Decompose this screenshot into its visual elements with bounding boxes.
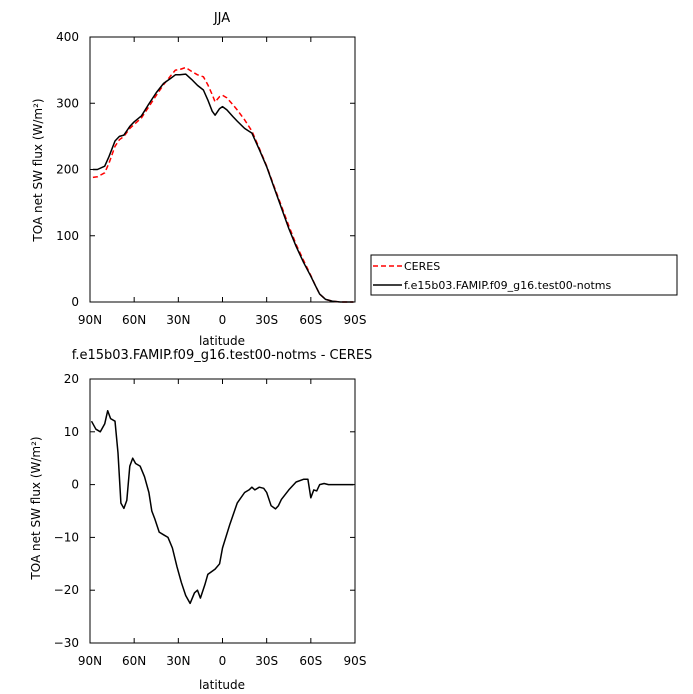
x-tick-label: 60S: [299, 654, 322, 668]
top-panel-xlabel: latitude: [199, 334, 245, 348]
x-tick-label: 0: [219, 313, 227, 327]
x-tick-label: 90N: [78, 654, 102, 668]
series-line-0-1: [92, 73, 354, 303]
bottom-panel-title: f.e15b03.FAMIP.f09_g16.test00-notms - CE…: [72, 348, 373, 363]
y-tick-label: −10: [54, 530, 79, 544]
y-tick-label: 100: [56, 229, 79, 243]
x-tick-label: 60S: [299, 313, 322, 327]
y-tick-label: −20: [54, 583, 79, 597]
y-tick-label: 20: [64, 372, 79, 386]
y-tick-label: 200: [56, 163, 79, 177]
x-tick-label: 30S: [255, 313, 278, 327]
plot-frame: [89, 36, 356, 303]
x-tick-label: 30N: [166, 313, 190, 327]
x-tick-label: 60N: [122, 654, 146, 668]
plot-frame: [89, 378, 356, 644]
top-panel: JJA 90N 60N 30N 0 30S 60S 90S 0 100 200 300 400 la…: [31, 11, 366, 348]
x-tick-label: 90S: [344, 313, 367, 327]
legend: CERES f.e15b03.FAMIP.f09_g16.test00-notm…: [370, 254, 678, 296]
y-tick-label: 400: [56, 30, 79, 44]
y-tick-label: 300: [56, 96, 79, 110]
x-tick-label: 30S: [255, 654, 278, 668]
bottom-panel-ylabel: TOA net SW flux (W/m²): [29, 436, 43, 580]
bottom-panel: f.e15b03.FAMIP.f09_g16.test00-notms - CE…: [29, 348, 372, 692]
series-line-0-0: [92, 66, 354, 303]
y-tick-label: −30: [54, 636, 79, 650]
x-tick-label: 90S: [344, 654, 367, 668]
y-tick-label: 10: [64, 425, 79, 439]
x-tick-label: 30N: [166, 654, 190, 668]
legend-label-model: f.e15b03.FAMIP.f09_g16.test00-notms: [404, 279, 611, 292]
x-tick-label: 90N: [78, 313, 102, 327]
x-tick-label: 0: [219, 654, 227, 668]
x-tick-label: 60N: [122, 313, 146, 327]
y-tick-label: 0: [71, 295, 79, 309]
legend-box: [370, 254, 678, 296]
y-tick-label: 0: [71, 478, 79, 492]
top-panel-ylabel: TOA net SW flux (W/m²): [31, 98, 45, 242]
legend-label-ceres: CERES: [404, 260, 440, 273]
top-panel-title: JJA: [213, 11, 230, 26]
series-line-1-0: [90, 409, 354, 605]
bottom-panel-xlabel: latitude: [199, 678, 245, 692]
